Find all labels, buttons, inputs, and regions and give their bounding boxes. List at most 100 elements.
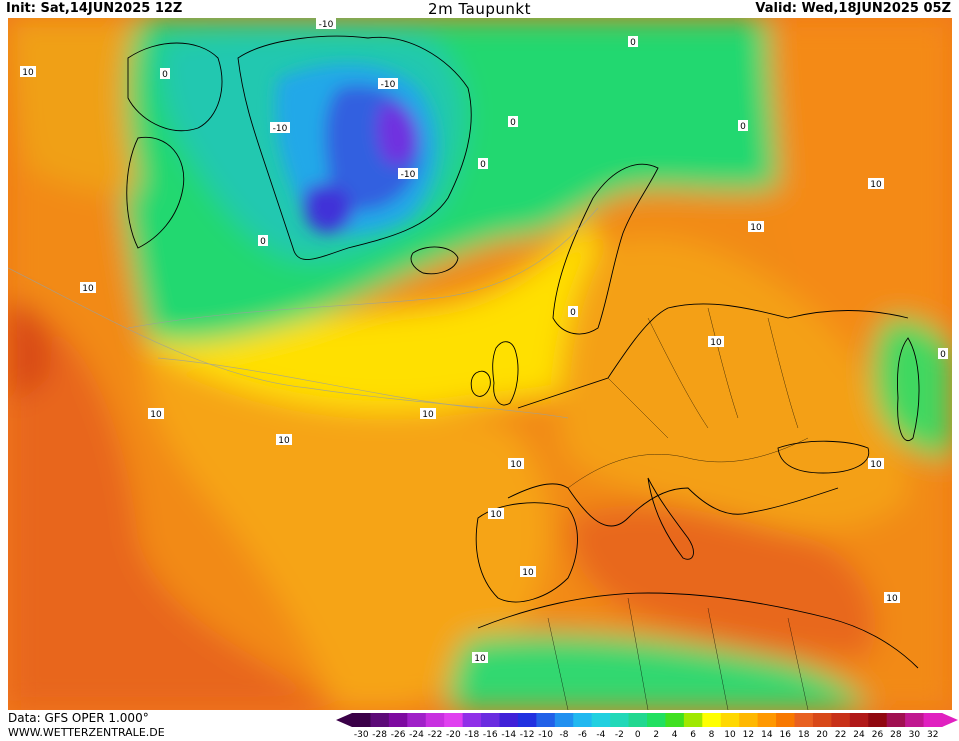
contour-label-0: 0 bbox=[938, 348, 948, 360]
colorbar-cell bbox=[720, 713, 740, 727]
contour-labels: 10 10 10 10 10 10 10 10 10 10 10 10 10 1… bbox=[20, 18, 948, 664]
coastlines bbox=[126, 35, 920, 669]
dewpoint-field bbox=[8, 18, 952, 710]
colorbar-cell bbox=[352, 713, 371, 727]
website: WWW.WETTERZENTRALE.DE bbox=[8, 726, 165, 739]
contour-label-0: 0 bbox=[258, 235, 268, 247]
colorbar-tick-label: 30 bbox=[908, 730, 921, 740]
colorbar-tick-label: 14 bbox=[761, 730, 773, 740]
contour-label-10: 10 bbox=[420, 408, 436, 420]
colorbar-tick-label: -16 bbox=[482, 730, 498, 740]
svg-text:10: 10 bbox=[886, 594, 898, 604]
svg-text:10: 10 bbox=[422, 410, 434, 420]
svg-text:-10: -10 bbox=[401, 170, 416, 180]
colorbar-tick-label: 18 bbox=[797, 730, 810, 740]
colorbar-tick-label: -8 bbox=[559, 730, 569, 740]
contour-label-10: 10 bbox=[276, 434, 292, 446]
svg-text:10: 10 bbox=[278, 436, 290, 446]
colorbar-cell bbox=[481, 713, 500, 727]
contour-label-0: 0 bbox=[478, 158, 488, 170]
colorbar-tick-label: 10 bbox=[724, 730, 736, 740]
contour-label-10: 10 bbox=[508, 458, 524, 470]
colorbar-tick-label: 32 bbox=[927, 730, 939, 740]
data-source: Data: GFS OPER 1.000° bbox=[8, 711, 149, 725]
valid-time: Valid: Wed,18JUN2025 05Z bbox=[755, 1, 951, 16]
colorbar-cell bbox=[831, 713, 851, 727]
colorbar-tick-label: -30 bbox=[353, 730, 369, 740]
svg-text:0: 0 bbox=[630, 38, 636, 48]
colorbar-cell bbox=[425, 713, 445, 727]
colorbar-tick-label: -2 bbox=[614, 730, 624, 740]
colorbar-cell bbox=[591, 713, 611, 727]
colorbar-cell bbox=[739, 713, 759, 727]
colorbar-tick-label: 28 bbox=[890, 730, 902, 740]
svg-text:0: 0 bbox=[740, 122, 746, 132]
contour-label-10: 10 bbox=[520, 566, 536, 578]
contour-label-10: 10 bbox=[708, 336, 724, 348]
dewpoint-map: 10 10 10 10 10 10 10 10 10 10 10 10 10 1… bbox=[8, 18, 952, 710]
svg-text:10: 10 bbox=[710, 338, 722, 348]
colorbar-cell bbox=[536, 713, 556, 727]
colorbar-tick-label: 6 bbox=[690, 730, 696, 740]
contour-label-0: 0 bbox=[508, 116, 518, 128]
svg-text:-10: -10 bbox=[381, 80, 396, 90]
contour-label-10: 10 bbox=[148, 408, 164, 420]
colorbar-cell bbox=[665, 713, 685, 727]
colorbar-tick-label: -6 bbox=[577, 730, 587, 740]
colorbar-cell bbox=[757, 713, 777, 727]
colorbar-cell bbox=[554, 713, 574, 727]
contour-label-minus10: -10 bbox=[316, 18, 336, 30]
contour-label-10: 10 bbox=[80, 282, 96, 294]
colorbar-tick-label: 24 bbox=[853, 730, 865, 740]
colorbar-tick-label: 12 bbox=[742, 730, 755, 740]
svg-text:10: 10 bbox=[490, 510, 502, 520]
colorbar-tick-label: 26 bbox=[871, 730, 884, 740]
svg-text:0: 0 bbox=[480, 160, 486, 170]
header: Init: Sat,14JUN2025 12Z 2m Taupunkt Vali… bbox=[0, 0, 959, 18]
colorbar-cell bbox=[776, 713, 795, 727]
colorbar-cell bbox=[923, 713, 943, 727]
svg-text:0: 0 bbox=[510, 118, 516, 128]
contour-label-0: 0 bbox=[738, 120, 748, 132]
contour-label-minus10: -10 bbox=[378, 78, 398, 90]
colorbar-tick-label: -14 bbox=[501, 730, 517, 740]
contour-label-10: 10 bbox=[472, 652, 488, 664]
contour-label-0: 0 bbox=[160, 68, 170, 80]
map-title: 2m Taupunkt bbox=[428, 0, 531, 18]
colorbar-tick-label: 4 bbox=[671, 730, 678, 740]
contour-label-minus10: -10 bbox=[270, 122, 290, 134]
colorbar-left-arrow-icon bbox=[336, 713, 352, 727]
svg-text:10: 10 bbox=[474, 654, 486, 664]
isolines bbox=[8, 207, 599, 419]
colorbar-tick-label: -18 bbox=[464, 730, 480, 740]
colorbar-cell bbox=[868, 713, 888, 727]
svg-text:0: 0 bbox=[260, 237, 266, 247]
svg-text:-10: -10 bbox=[319, 20, 334, 30]
contour-label-10: 10 bbox=[884, 592, 900, 604]
colorbar-tick-label: -20 bbox=[446, 730, 461, 740]
colorbar-cell bbox=[499, 713, 519, 727]
contour-label-10: 10 bbox=[488, 508, 504, 520]
svg-text:-10: -10 bbox=[273, 124, 288, 134]
country-borders bbox=[547, 307, 809, 710]
colorbar-cell bbox=[444, 713, 464, 727]
contour-label-minus10: -10 bbox=[398, 168, 418, 180]
svg-text:10: 10 bbox=[22, 68, 34, 78]
colorbar-cell bbox=[628, 713, 648, 727]
svg-text:0: 0 bbox=[162, 70, 168, 80]
colorbar-cell bbox=[905, 713, 925, 727]
contour-label-10: 10 bbox=[868, 458, 884, 470]
svg-text:10: 10 bbox=[870, 180, 882, 190]
greenland-cold-core bbox=[275, 64, 437, 233]
colorbar-tick-label: -10 bbox=[538, 730, 553, 740]
svg-text:10: 10 bbox=[522, 568, 534, 578]
svg-text:10: 10 bbox=[870, 460, 882, 470]
colorbar-tick-label: -24 bbox=[409, 730, 424, 740]
contour-label-10: 10 bbox=[20, 66, 36, 78]
colorbar-tick-label: 16 bbox=[779, 730, 792, 740]
colorbar bbox=[336, 713, 958, 727]
init-time: Init: Sat,14JUN2025 12Z bbox=[6, 1, 183, 16]
colorbar-cell bbox=[407, 713, 427, 727]
colorbar-tick-label: -4 bbox=[596, 730, 606, 740]
colorbar-right-arrow-icon bbox=[942, 713, 958, 727]
